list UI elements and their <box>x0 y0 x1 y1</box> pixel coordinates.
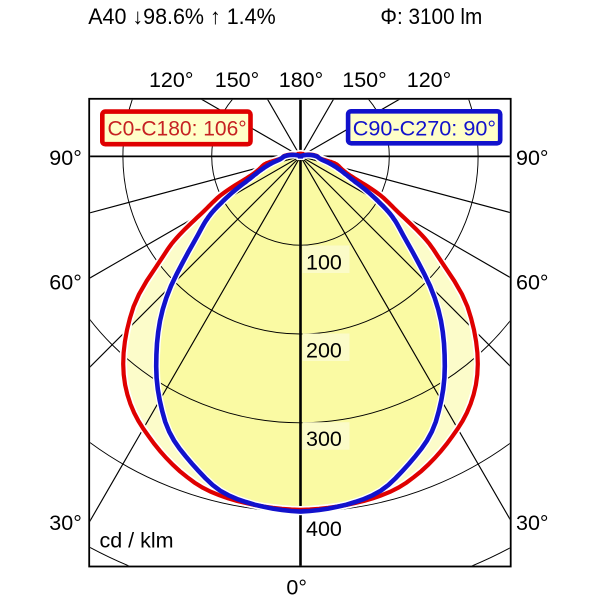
svg-text:60°: 60° <box>49 271 82 295</box>
svg-text:60°: 60° <box>516 271 549 295</box>
svg-text:cd / klm: cd / klm <box>100 529 174 553</box>
svg-text:100: 100 <box>306 250 342 274</box>
svg-text:C90-C270: 90°: C90-C270: 90° <box>353 117 496 140</box>
svg-text:120°: 120° <box>407 68 451 92</box>
svg-text:300: 300 <box>306 427 342 451</box>
svg-text:120°: 120° <box>149 68 193 92</box>
svg-text:A40 ↓98.6% ↑ 1.4%: A40 ↓98.6% ↑ 1.4% <box>88 4 276 29</box>
svg-text:Φ: 3100 lm: Φ: 3100 lm <box>380 4 482 29</box>
svg-text:400: 400 <box>306 517 342 541</box>
svg-text:90°: 90° <box>516 146 549 170</box>
svg-text:30°: 30° <box>516 511 549 535</box>
svg-text:C0-C180: 106°: C0-C180: 106° <box>108 117 247 140</box>
svg-text:90°: 90° <box>49 146 82 170</box>
svg-text:0°: 0° <box>286 576 307 600</box>
svg-text:200: 200 <box>306 338 342 362</box>
svg-text:30°: 30° <box>49 511 82 535</box>
svg-text:150°: 150° <box>215 68 259 92</box>
svg-text:150°: 150° <box>342 68 386 92</box>
svg-text:180°: 180° <box>279 68 323 92</box>
